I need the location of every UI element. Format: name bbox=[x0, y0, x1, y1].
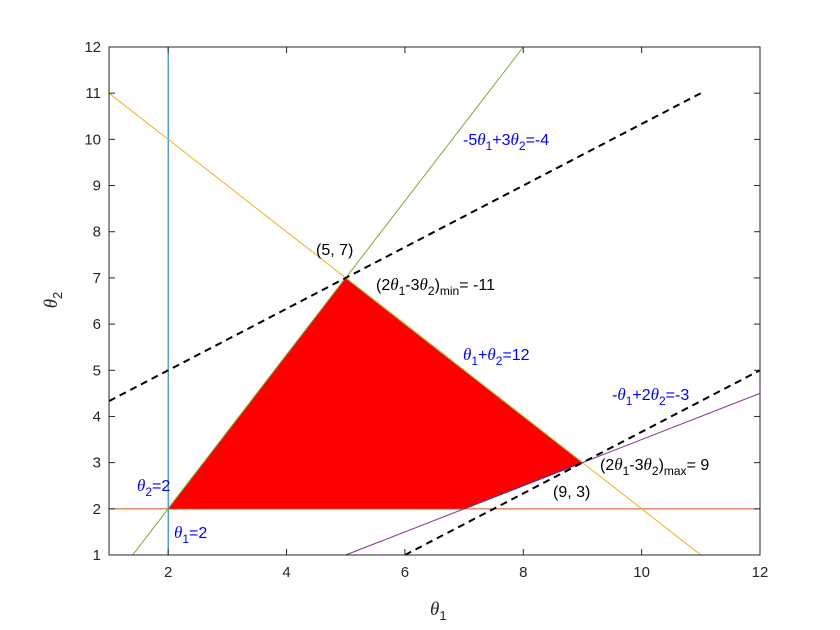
y-tick-label: 11 bbox=[85, 85, 101, 102]
annotation-neg1: -θ1+2θ2=-3 bbox=[612, 385, 689, 408]
y-tick-label: 9 bbox=[93, 178, 101, 195]
y-tick-label: 6 bbox=[93, 316, 101, 333]
annotation-sum: θ1+θ2=12 bbox=[463, 345, 530, 368]
y-axis-label: θ2 bbox=[41, 292, 65, 309]
x-tick-label: 6 bbox=[401, 564, 409, 581]
line-negtheta1-plus-2theta2 bbox=[345, 392, 760, 555]
y-tick-label: 3 bbox=[93, 455, 101, 472]
y-tick-label: 12 bbox=[84, 39, 101, 56]
x-tick-label: 8 bbox=[519, 564, 527, 581]
y-tick-label: 10 bbox=[84, 131, 101, 148]
plot-frame bbox=[108, 46, 761, 556]
y-tick-label: 8 bbox=[93, 224, 101, 241]
objective-max-line bbox=[404, 369, 760, 555]
y-tick-label: 7 bbox=[93, 270, 101, 287]
annotation-p93: (9, 3) bbox=[553, 484, 590, 501]
annotation-min: (2θ1-3θ2)min= -11 bbox=[376, 275, 495, 298]
y-tick-label: 5 bbox=[93, 362, 101, 379]
y-tick-label: 2 bbox=[93, 501, 101, 518]
line-theta1-plus-theta2 bbox=[109, 92, 702, 555]
annotation-t1: θ1=2 bbox=[174, 523, 207, 546]
objective-min-line bbox=[109, 92, 702, 402]
annotations: -5θ1+3θ2=-4 θ1+θ2=12 -θ1+2θ2=-3 θ2=2 θ1=2 (2θ… bbox=[137, 130, 709, 546]
plot-content bbox=[109, 47, 760, 555]
x-axis-label: θ1 bbox=[430, 599, 447, 623]
x-tick-label: 4 bbox=[282, 564, 290, 581]
annotation-neg5: -5θ1+3θ2=-4 bbox=[463, 130, 549, 153]
line-neg5theta1-plus-3theta2 bbox=[132, 47, 524, 555]
x-tick-label: 2 bbox=[164, 564, 172, 581]
y-tick-label: 4 bbox=[93, 408, 101, 425]
annotation-p57: (5, 7) bbox=[316, 242, 353, 259]
annotation-t2: θ2=2 bbox=[137, 476, 170, 499]
x-tick-label: 10 bbox=[633, 564, 650, 581]
annotation-max: (2θ1-3θ2)max= 9 bbox=[600, 455, 709, 478]
y-tick-label: 1 bbox=[93, 547, 101, 564]
x-tick-label: 12 bbox=[752, 564, 769, 581]
